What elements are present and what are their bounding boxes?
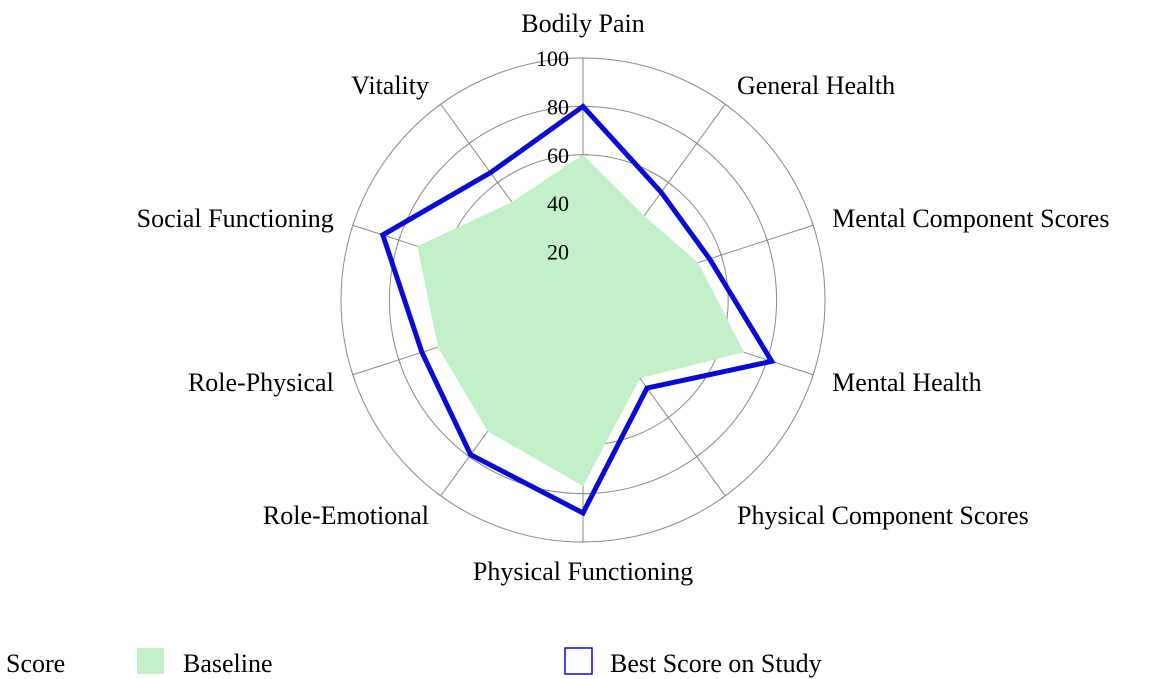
spoke-tick xyxy=(396,235,401,246)
legend-label-best-score: Best Score on Study xyxy=(610,649,822,678)
axis-label-6: Role-Emotional xyxy=(263,501,429,530)
spoke-tick xyxy=(811,369,816,380)
axis-label-7: Role-Physical xyxy=(188,368,334,397)
legend-title: Score xyxy=(6,649,65,678)
legend: Score Baseline Best Score on Study xyxy=(6,647,822,678)
spoke-tick xyxy=(765,235,770,246)
spoke-tick xyxy=(692,140,702,147)
spoke-tick xyxy=(664,179,673,186)
axis-label-8: Social Functioning xyxy=(137,204,334,233)
axis-label-4: Physical Component Scores xyxy=(737,501,1029,530)
spoke-tick xyxy=(811,220,816,231)
radial-tick-labels: 20 40 60 80 100 xyxy=(536,46,569,265)
radial-tick-100: 100 xyxy=(536,46,569,71)
spoke-tick xyxy=(493,179,502,186)
axis-label-1: General Health xyxy=(737,71,895,100)
spoke-tick xyxy=(692,453,702,460)
spoke-tick xyxy=(436,492,446,500)
spoke-tick xyxy=(719,250,724,261)
legend-label-baseline: Baseline xyxy=(183,649,273,678)
spoke-tick xyxy=(720,100,730,108)
axis-label-5: Physical Functioning xyxy=(473,557,693,586)
spoke-tick xyxy=(396,354,401,365)
spoke-tick xyxy=(664,414,673,421)
series-layer xyxy=(379,103,776,517)
series-best-score-polygon xyxy=(379,103,776,517)
spoke-tick xyxy=(350,220,355,231)
radial-tick-80: 80 xyxy=(547,94,569,119)
legend-swatch-baseline xyxy=(137,648,164,674)
spoke-tick xyxy=(720,492,730,500)
axis-label-9: Vitality xyxy=(351,71,429,100)
spoke-tick xyxy=(436,100,446,108)
axis-label-3: Mental Health xyxy=(832,368,981,397)
radial-tick-20: 20 xyxy=(547,240,569,265)
spoke-tick xyxy=(464,140,474,147)
spoke-tick xyxy=(350,369,355,380)
radial-tick-40: 40 xyxy=(547,191,569,216)
axis-label-0: Bodily Pain xyxy=(521,9,645,38)
radial-tick-60: 60 xyxy=(547,143,569,168)
legend-swatch-best-score xyxy=(564,647,593,675)
axis-label-2: Mental Component Scores xyxy=(832,204,1109,233)
series-baseline-polygon xyxy=(417,154,745,487)
axis-labels: Bodily Pain General Health Mental Componen… xyxy=(137,9,1110,586)
